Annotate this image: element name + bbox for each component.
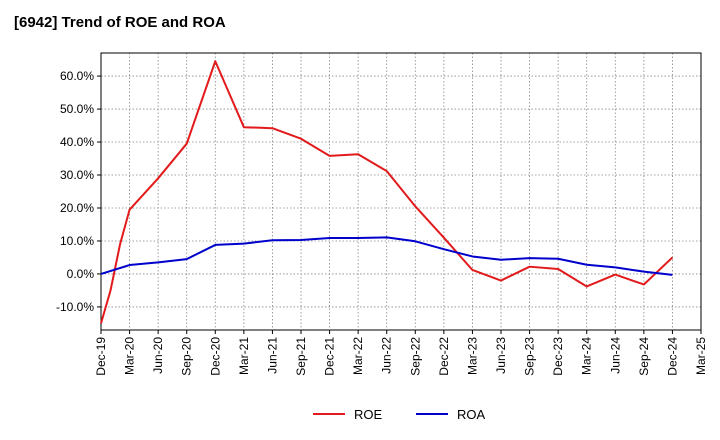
- y-tick-label: 30.0%: [60, 168, 94, 182]
- grid: [100, 53, 702, 330]
- x-tick-label: Jun-23: [494, 337, 508, 374]
- x-tick-label: Dec-24: [665, 337, 679, 376]
- x-tick-label: Dec-22: [437, 337, 451, 376]
- x-tick-label: Mar-25: [694, 337, 708, 375]
- x-tick-label: Mar-23: [465, 337, 479, 375]
- y-tick-label: 20.0%: [60, 201, 94, 215]
- legend-label-roe: ROE: [354, 407, 383, 422]
- x-tick-label: Sep-21: [294, 337, 308, 376]
- y-tick-label: 10.0%: [60, 234, 94, 248]
- y-axis: -10.0% 0.0% 10.0% 20.0% 30.0% 40.0% 50.0% 60.0%: [56, 69, 101, 314]
- x-tick-label: Sep-20: [180, 337, 194, 376]
- y-tick-label: 0.0%: [67, 267, 95, 281]
- legend-label-roa: ROA: [457, 407, 486, 422]
- x-tick-label: Dec-21: [323, 337, 337, 376]
- y-tick-label: -10.0%: [56, 300, 94, 314]
- x-tick-label: Mar-24: [580, 337, 594, 375]
- x-tick-label: Dec-19: [94, 337, 108, 376]
- x-tick-label: Sep-24: [637, 337, 651, 376]
- x-tick-label: Dec-23: [551, 337, 565, 376]
- x-tick-label: Mar-20: [123, 337, 137, 375]
- series-line-roe: [100, 60, 674, 324]
- series-layer: [100, 60, 674, 324]
- x-tick-label: Dec-20: [208, 337, 222, 376]
- y-tick-label: 60.0%: [60, 69, 94, 83]
- x-axis: Dec-19 Mar-20 Jun-20 Sep-20 Dec-20 Mar-21 Jun-…: [94, 330, 708, 376]
- x-tick-label: Sep-23: [523, 337, 537, 376]
- x-tick-label: Jun-21: [265, 337, 279, 374]
- x-tick-label: Mar-22: [351, 337, 365, 375]
- x-tick-label: Mar-21: [237, 337, 251, 375]
- y-tick-label: 50.0%: [60, 102, 94, 116]
- x-tick-label: Jun-20: [151, 337, 165, 374]
- x-tick-label: Sep-22: [408, 337, 422, 376]
- x-tick-label: Jun-22: [380, 337, 394, 374]
- plot-frame: [100, 52, 702, 331]
- legend: ROE ROA: [313, 407, 486, 422]
- x-tick-label: Jun-24: [608, 337, 622, 374]
- y-tick-label: 40.0%: [60, 135, 94, 149]
- chart-title: [6942] Trend of ROE and ROA: [14, 14, 226, 31]
- series-line-roa: [100, 236, 673, 276]
